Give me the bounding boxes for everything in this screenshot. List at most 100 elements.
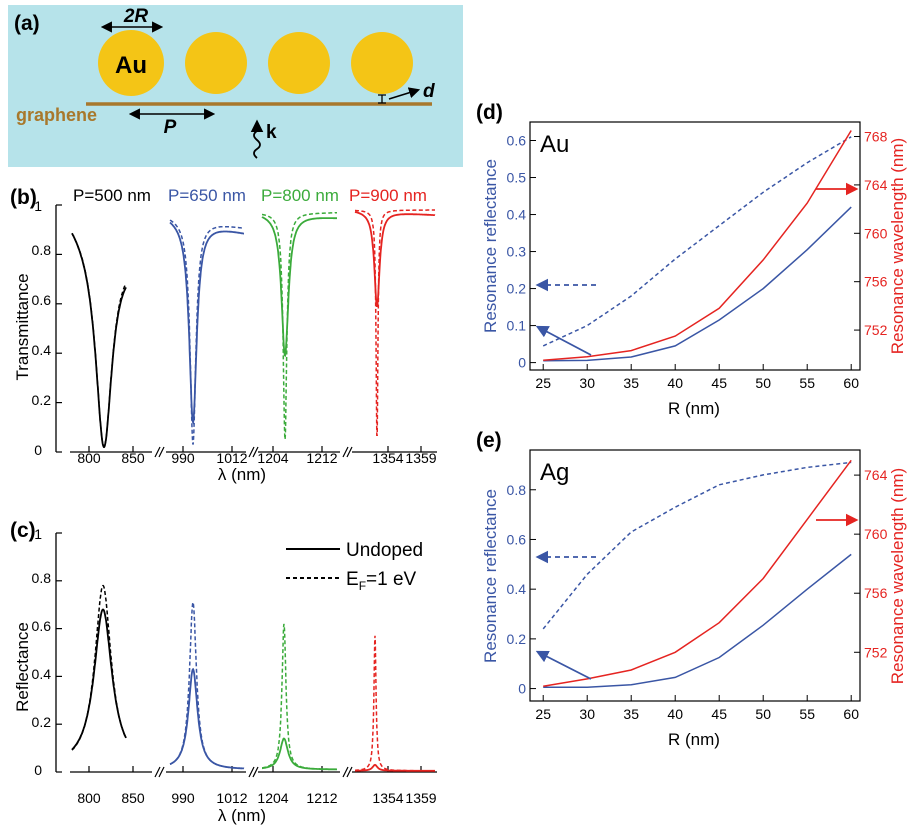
x-tick-label: 55 <box>799 375 815 391</box>
metal-label: Ag <box>540 459 569 486</box>
axis-break-mark <box>252 766 259 778</box>
x-axis-title: R (nm) <box>668 399 720 418</box>
x-tick-label: 35 <box>623 375 639 391</box>
data-series <box>542 130 852 362</box>
x-tick-label: 1204 <box>257 450 288 466</box>
gold-particle <box>185 32 247 94</box>
legend-ef-sub: F <box>359 579 366 593</box>
x-tick-label: 1359 <box>405 450 436 466</box>
x-tick-label: 1359 <box>405 790 436 806</box>
period-label-900: P=900 nm <box>349 186 427 205</box>
transmittance-doped-curve <box>262 212 337 440</box>
y-axis-title: Reflectance <box>13 622 32 712</box>
x-tick-label: 50 <box>755 706 771 722</box>
y-right-tick-label: 752 <box>864 644 888 660</box>
y-tick-label: 0 <box>34 442 42 458</box>
transmittance-undoped-curve <box>261 216 337 358</box>
au-radius-panel-d: (d) Au Resonance reflectance Resonance w… <box>476 101 907 418</box>
x-tick-label: 800 <box>77 450 101 466</box>
axis-break-mark <box>154 766 161 778</box>
x-tick-labels: 800 850 990 1012 1204 1212 1354 1359 <box>77 790 436 806</box>
y-tick-label: 1 <box>34 526 42 542</box>
resonance-wavelength-line <box>543 130 852 362</box>
y-right-tick-label: 760 <box>864 526 888 542</box>
reflectance-undoped-curve <box>71 608 127 751</box>
gold-particle <box>98 30 164 96</box>
ticks <box>530 474 860 701</box>
x-tick-label: 25 <box>535 706 551 722</box>
y-tick-label: 0.3 <box>507 244 527 260</box>
y-tick-label: 0.6 <box>32 618 52 634</box>
axis-break-mark <box>248 766 255 778</box>
x-tick-label: 1212 <box>306 450 337 466</box>
y-left-tick-labels: 0 0.2 0.4 0.6 0.8 <box>507 482 527 697</box>
x-tick-labels: 800 850 990 1012 1204 1212 1354 1359 <box>77 450 436 466</box>
y-right-tick-label: 760 <box>864 225 888 241</box>
axis-break-mark <box>252 446 259 458</box>
x-tick-label: 55 <box>799 706 815 722</box>
transmittance-undoped-curve <box>71 232 127 449</box>
data-series <box>542 459 852 689</box>
gap-arrow <box>388 87 421 100</box>
schematic-panel-a: (a) Au 2R graphene P d k <box>8 5 463 167</box>
axis-break-mark <box>346 766 353 778</box>
y-right-tick-labels: 752 756 760 764 <box>864 467 888 660</box>
plot-frame <box>529 449 861 702</box>
x-tick-label: 1354 <box>372 790 403 806</box>
x-tick-labels: 25 30 35 40 45 50 55 60 <box>535 375 859 391</box>
x-tick-label: 1354 <box>372 450 403 466</box>
axis-break-mark <box>342 766 349 778</box>
y-tick-label: 1 <box>34 198 42 214</box>
x-tick-label: 990 <box>171 790 195 806</box>
y-tick-label: 0.6 <box>507 133 527 149</box>
x-tick-label: 1204 <box>257 790 288 806</box>
axis-break-mark <box>346 446 353 458</box>
y-tick-labels: 0 0.2 0.4 0.6 0.8 1 <box>32 198 52 458</box>
ticks <box>530 136 860 370</box>
x-tick-label: 45 <box>711 375 727 391</box>
x-tick-label: 35 <box>623 706 639 722</box>
reflectance-doped-curve <box>262 623 337 771</box>
x-tick-label: 40 <box>667 375 683 391</box>
y-axis-title-left: Resonance reflectance <box>481 159 500 333</box>
axes <box>55 532 437 778</box>
y-tick-label: 0.2 <box>32 714 52 730</box>
particle-label: Au <box>115 52 147 79</box>
gold-particle <box>351 32 413 94</box>
x-tick-label: 800 <box>77 790 101 806</box>
y-tick-label: 0.2 <box>507 631 527 647</box>
x-tick-label: 30 <box>579 706 595 722</box>
reflectance-doped-curve <box>71 584 127 751</box>
x-tick-label: 850 <box>121 790 145 806</box>
legend-dashed-label: EF=1 eV <box>346 569 417 593</box>
axis-break-mark <box>158 766 165 778</box>
wave-vector-label: k <box>266 122 277 143</box>
y-tick-label: 0.4 <box>32 666 52 682</box>
resonance-wavelength-line <box>543 459 852 687</box>
legend-solid-label: Undoped <box>346 540 423 561</box>
metal-label: Au <box>540 131 569 158</box>
y-tick-label: 0.1 <box>507 318 527 334</box>
legend-ef-main: E <box>346 569 359 590</box>
solid-axis-indicator-arrow <box>535 325 592 356</box>
incident-wave-icon <box>250 119 264 159</box>
x-tick-label: 1012 <box>216 790 247 806</box>
y-tick-label: 0.4 <box>507 581 527 597</box>
y-tick-label: 0.2 <box>507 281 527 297</box>
gold-particle <box>268 32 330 94</box>
legend-ef-rest: =1 eV <box>366 569 417 590</box>
axes <box>55 204 437 458</box>
reflectance-panel-c: (c) Reflectance λ (nm) 800 850 990 1012 … <box>10 519 437 825</box>
panel-b-label: (b) <box>10 186 37 209</box>
y-tick-label: 0.4 <box>32 342 52 358</box>
y-tick-labels: 0 0.2 0.4 0.6 0.8 1 <box>32 526 52 778</box>
x-tick-label: 60 <box>843 375 859 391</box>
x-tick-label: 50 <box>755 375 771 391</box>
y-right-tick-label: 752 <box>864 322 888 338</box>
transmittance-panel-b: (b) P=500 nm P=650 nm P=800 nm P=900 nm … <box>10 186 437 484</box>
gap-marker <box>378 94 386 104</box>
y-right-tick-labels: 752 756 760 764 768 <box>864 129 888 339</box>
y-tick-label: 0.2 <box>32 392 52 408</box>
x-axis-title: λ (nm) <box>218 806 266 825</box>
